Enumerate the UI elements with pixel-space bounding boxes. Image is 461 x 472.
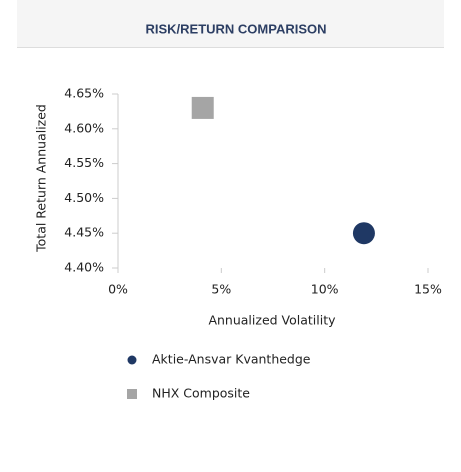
y-tick-label: 4.55%	[64, 155, 104, 170]
point	[352, 222, 375, 245]
y-axis-label: Total Return Annualized	[34, 104, 49, 253]
header-band	[17, 0, 444, 47]
x-tick-label: 10%	[311, 282, 339, 297]
x-tick-label: 5%	[211, 282, 231, 297]
chart-title: RISK/RETURN COMPARISON	[145, 21, 326, 36]
legend-swatch	[127, 355, 137, 365]
y-tick-label: 4.40%	[64, 260, 104, 275]
x-axis-label: Annualized Volatility	[208, 313, 336, 328]
y-tick-label: 4.45%	[64, 225, 104, 240]
y-tick-label: 4.50%	[64, 190, 104, 205]
x-tick-label: 0%	[108, 282, 128, 297]
y-tick-label: 4.60%	[64, 120, 104, 135]
point	[191, 96, 214, 119]
legend-label: NHX Composite	[152, 386, 250, 401]
y-tick-label: 4.65%	[64, 86, 104, 101]
legend-swatch	[127, 389, 137, 399]
x-tick-label: 15%	[414, 282, 442, 297]
legend-label: Aktie-Ansvar Kvanthedge	[152, 352, 311, 367]
